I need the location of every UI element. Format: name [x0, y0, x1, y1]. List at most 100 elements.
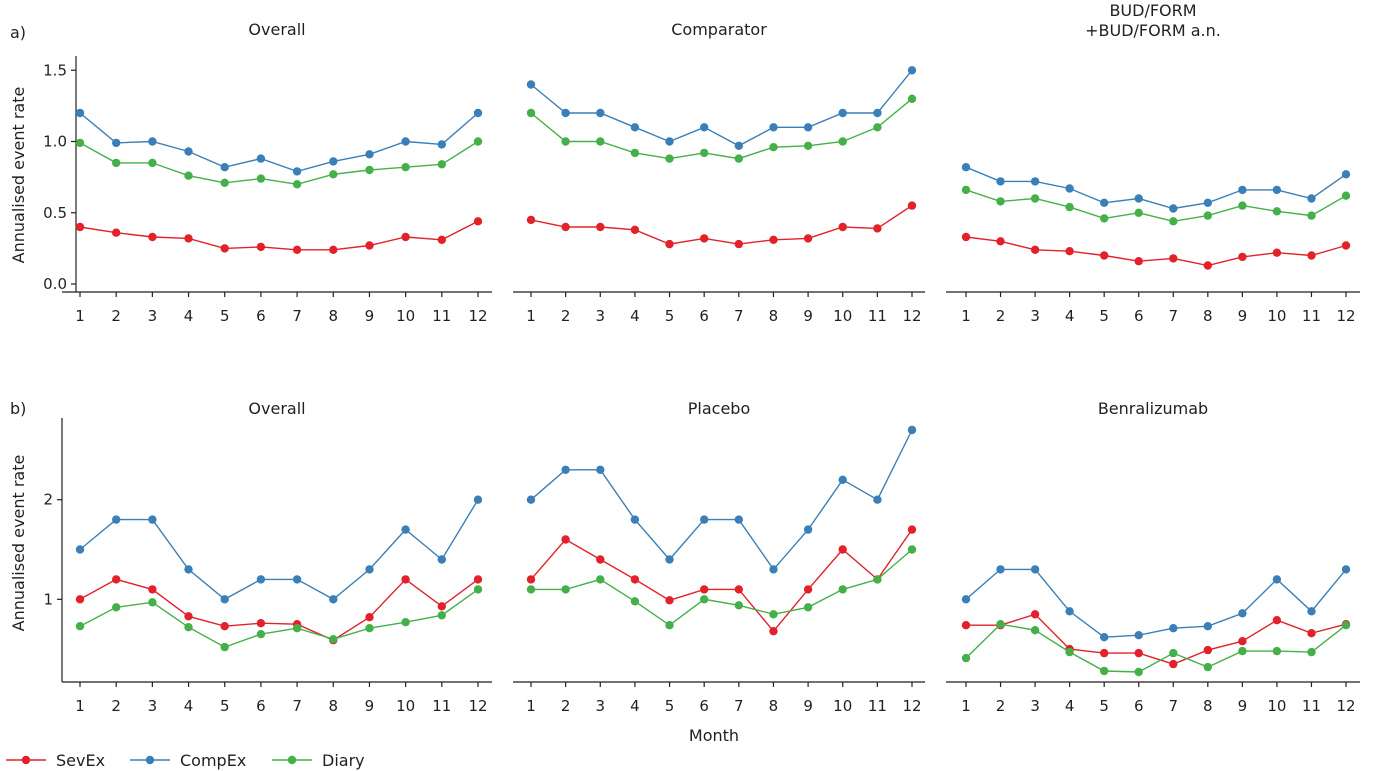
data-point-sevex [769, 235, 778, 244]
x-tick-label: 8 [328, 697, 338, 715]
series-line-sevex [79, 220, 479, 251]
legend-item-diary: Diary [272, 751, 365, 770]
legend-label: Diary [322, 751, 365, 770]
data-point-sevex [148, 232, 157, 242]
series-sevex [526, 525, 917, 636]
series-line-diary [530, 98, 913, 160]
data-point-diary [803, 603, 813, 612]
x-tick-label: 7 [292, 697, 302, 715]
x-tick-label: 4 [630, 307, 640, 325]
data-point-sevex [630, 225, 640, 234]
data-point-diary [473, 137, 483, 146]
data-point-compex [596, 465, 605, 474]
data-point-compex [1065, 607, 1074, 616]
data-point-sevex [838, 545, 847, 554]
series-line-diary [965, 189, 1347, 223]
series-line-sevex [966, 613, 1347, 665]
x-tick-label: 7 [734, 697, 744, 715]
x-tick-label: 12 [902, 307, 921, 325]
data-point-compex [365, 565, 374, 574]
data-point-sevex [365, 613, 374, 622]
data-point-diary [75, 622, 85, 631]
data-point-compex [561, 108, 570, 118]
series-line-diary [79, 140, 479, 186]
data-point-sevex [1134, 648, 1143, 658]
series-diary [75, 137, 483, 189]
data-point-diary [184, 623, 193, 632]
data-point-compex [873, 495, 882, 504]
x-tick-label: 12 [1336, 697, 1355, 715]
legend: SevEx CompEx Diary [6, 751, 365, 770]
legend-item-compex: CompEx [130, 751, 246, 770]
data-point-diary [401, 618, 410, 627]
y-axis-label-b: Annualised event rate [9, 455, 28, 632]
data-point-diary [329, 170, 338, 179]
data-point-compex [1272, 185, 1282, 195]
data-point-sevex [256, 242, 266, 252]
data-point-compex [1341, 170, 1351, 179]
x-tick-label: 11 [1302, 307, 1321, 325]
x-tick-label: 2 [996, 307, 1006, 325]
data-point-sevex [1307, 629, 1316, 638]
data-point-sevex [1307, 251, 1316, 260]
data-point-diary [1203, 211, 1213, 220]
x-tick-label: 3 [148, 307, 158, 325]
data-point-diary [1030, 194, 1040, 203]
x-tick-label: 1 [961, 697, 971, 715]
x-tick-label: 5 [220, 697, 230, 715]
data-point-compex [473, 108, 483, 118]
data-point-diary [292, 624, 302, 633]
x-tick-label: 12 [902, 697, 921, 715]
x-tick-label: 6 [1134, 307, 1144, 325]
data-point-diary [838, 585, 847, 594]
data-point-diary [907, 94, 917, 104]
x-tick-label: 5 [1099, 307, 1109, 325]
data-point-sevex [907, 525, 917, 534]
data-point-sevex [700, 585, 709, 594]
data-point-sevex [365, 241, 374, 250]
data-point-sevex [734, 239, 743, 249]
series-compex [75, 495, 483, 604]
series-line-compex [965, 568, 1347, 638]
data-point-compex [1169, 204, 1178, 213]
series-compex [961, 163, 1351, 213]
data-point-compex [1134, 194, 1143, 203]
data-point-compex [1030, 177, 1040, 186]
data-point-sevex [873, 224, 882, 233]
data-point-compex [401, 137, 410, 146]
data-point-compex [1238, 609, 1247, 618]
data-point-diary [437, 160, 446, 169]
data-point-compex [148, 137, 157, 146]
data-point-sevex [112, 575, 121, 584]
x-tick-label: 8 [769, 697, 779, 715]
data-point-compex [700, 515, 709, 524]
data-point-sevex [1169, 254, 1178, 263]
data-point-sevex [769, 627, 778, 636]
legend-marker [287, 755, 297, 765]
series-line-compex [79, 112, 479, 173]
data-point-diary [700, 595, 709, 604]
data-point-diary [256, 174, 266, 183]
legend-label: SevEx [56, 751, 105, 770]
data-point-compex [734, 141, 743, 150]
data-point-compex [907, 66, 917, 75]
x-tick-label: 4 [630, 697, 640, 715]
data-point-diary [184, 171, 193, 180]
data-point-sevex [803, 585, 813, 594]
data-point-diary [1065, 647, 1074, 657]
x-tick-label: 7 [1168, 697, 1178, 715]
y-tick-label: 1.0 [43, 133, 67, 151]
data-point-sevex [526, 575, 536, 584]
data-point-compex [1238, 185, 1247, 195]
series-diary [961, 620, 1351, 677]
series-line-sevex [79, 578, 479, 641]
data-point-compex [148, 515, 157, 524]
data-point-diary [596, 575, 605, 584]
x-tick-label: 5 [1099, 697, 1109, 715]
data-point-compex [961, 595, 971, 604]
data-point-sevex [1169, 659, 1178, 669]
data-point-compex [838, 108, 847, 118]
